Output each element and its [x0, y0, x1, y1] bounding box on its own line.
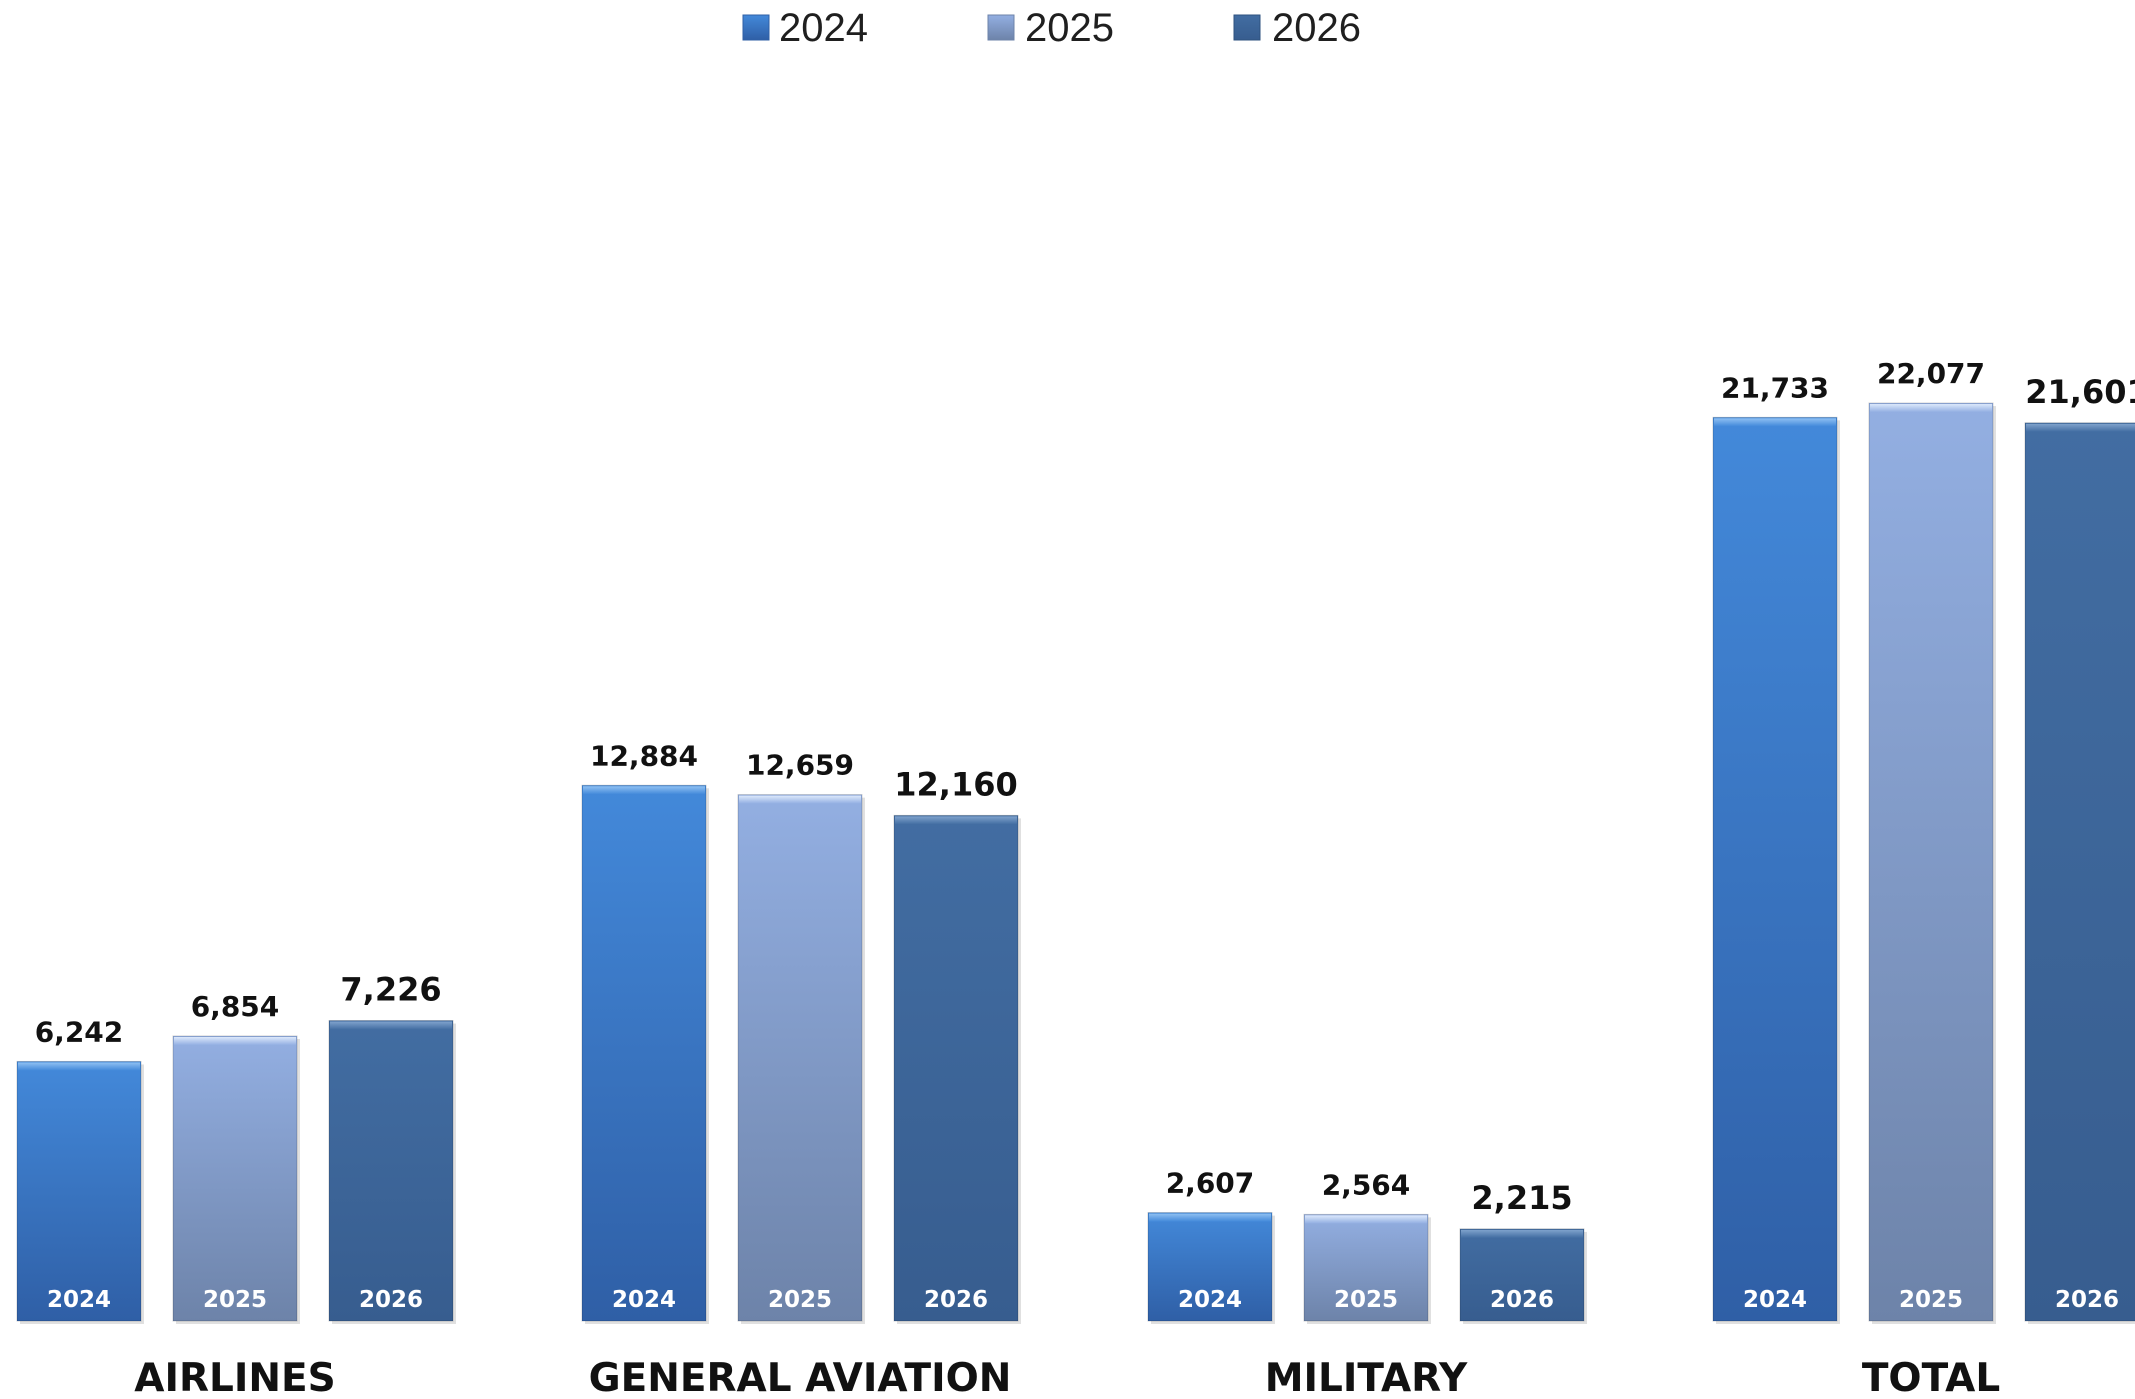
- bar-airlines-2025: [172, 1035, 298, 1322]
- bar-general-aviation-2024: [581, 784, 707, 1322]
- bar-cap-total-2025: [1870, 404, 1992, 413]
- bar-year-label-general-aviation-2026: 2026: [924, 1287, 988, 1313]
- legend-label-2024: 2024: [779, 6, 868, 50]
- category-label-general-aviation: GENERAL AVIATION: [589, 1356, 1012, 1399]
- bar-cap-general-aviation-2024: [583, 786, 705, 795]
- legend-swatch-2025: [987, 14, 1015, 41]
- category-label-total: TOTAL: [1862, 1356, 2000, 1399]
- bar-total-2024: [1712, 416, 1838, 1322]
- value-label-total-2024: 21,733: [1721, 371, 1829, 404]
- legend-item-2025: 2025: [987, 6, 1114, 50]
- bar-year-label-airlines-2026: 2026: [359, 1287, 423, 1313]
- bar-year-label-military-2026: 2026: [1490, 1287, 1554, 1313]
- bar-cap-airlines-2025: [174, 1037, 296, 1046]
- bar-cap-general-aviation-2025: [739, 795, 861, 804]
- bar-group-military: 2,607 2024 2,564 2025 2,215 2026: [1147, 1167, 1587, 1324]
- value-label-total-2025: 22,077: [1877, 357, 1985, 390]
- legend-swatch-2026: [1233, 14, 1261, 41]
- value-label-general-aviation-2024: 12,884: [590, 739, 698, 772]
- bar-year-label-airlines-2025: 2025: [203, 1287, 267, 1313]
- bar-airlines-2024: [16, 1060, 142, 1322]
- bar-military-2026: [1459, 1228, 1585, 1322]
- value-label-general-aviation-2026: 12,160: [894, 765, 1017, 803]
- legend-label-2025: 2025: [1025, 6, 1114, 50]
- bars: 6,24220246,85420257,226202612,884202412,…: [16, 357, 2135, 1324]
- value-label-airlines-2026: 7,226: [340, 971, 441, 1009]
- bar-group-airlines: 6,242 2024 6,854 2025 7,226 2026: [16, 971, 456, 1324]
- bar-year-label-general-aviation-2025: 2025: [768, 1287, 832, 1313]
- category-label-airlines: AIRLINES: [134, 1356, 335, 1399]
- bar-cap-military-2026: [1461, 1229, 1583, 1238]
- value-label-airlines-2025: 6,854: [191, 990, 280, 1023]
- category-label-military: MILITARY: [1265, 1356, 1468, 1399]
- value-label-total-2026: 21,601: [2025, 373, 2135, 411]
- value-label-military-2026: 2,215: [1471, 1179, 1572, 1217]
- bar-cap-total-2024: [1714, 418, 1836, 427]
- legend-item-2026: 2026: [1233, 6, 1361, 50]
- bar-cap-military-2025: [1305, 1215, 1427, 1224]
- bar-general-aviation-2025: [737, 794, 863, 1322]
- bar-year-label-military-2024: 2024: [1178, 1287, 1242, 1313]
- bar-group-general-aviation: 12,884 2024 12,659 2025 12,160 2026: [581, 739, 1021, 1324]
- bar-military-2024: [1147, 1212, 1273, 1322]
- bar-year-label-total-2024: 2024: [1743, 1287, 1807, 1313]
- bar-group-total: 21,733 2024 22,077 2025 21,601 2026: [1712, 357, 2135, 1324]
- bar-year-label-total-2025: 2025: [1899, 1287, 1963, 1313]
- bar-year-label-general-aviation-2024: 2024: [612, 1287, 676, 1313]
- bar-year-label-total-2026: 2026: [2055, 1287, 2119, 1313]
- bar-cap-airlines-2026: [330, 1021, 452, 1030]
- legend-item-2024: 2024: [742, 6, 868, 50]
- bar-military-2025: [1303, 1213, 1429, 1322]
- bar-total-2025: [1868, 402, 1994, 1322]
- bar-cap-general-aviation-2026: [895, 816, 1017, 825]
- value-label-military-2024: 2,607: [1166, 1167, 1255, 1200]
- legend-label-2026: 2026: [1272, 6, 1361, 50]
- value-label-airlines-2024: 6,242: [35, 1015, 124, 1048]
- category-labels: AIRLINES GENERAL AVIATION MILITARY TOTAL: [134, 1356, 2000, 1399]
- bar-cap-airlines-2024: [18, 1062, 140, 1071]
- bar-cap-military-2024: [1149, 1213, 1271, 1222]
- bar-year-label-airlines-2024: 2024: [47, 1287, 111, 1313]
- bar-airlines-2026: [328, 1020, 454, 1322]
- legend-swatch-2024: [742, 14, 770, 41]
- bar-year-label-military-2025: 2025: [1334, 1287, 1398, 1313]
- bar-total-2026: [2024, 422, 2135, 1322]
- legend: 2024 2025 2026: [742, 6, 1361, 50]
- value-label-military-2025: 2,564: [1322, 1168, 1411, 1201]
- bar-cap-total-2026: [2026, 423, 2135, 432]
- value-label-general-aviation-2025: 12,659: [746, 749, 854, 782]
- bar-general-aviation-2026: [893, 814, 1019, 1322]
